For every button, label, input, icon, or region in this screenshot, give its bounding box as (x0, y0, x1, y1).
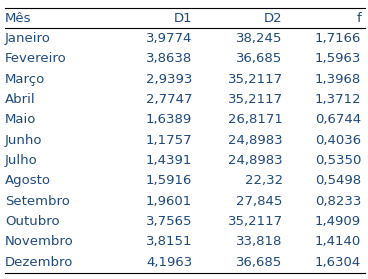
Text: Março: Março (5, 73, 45, 86)
Text: 36,685: 36,685 (236, 256, 283, 269)
Text: Outubro: Outubro (5, 215, 60, 228)
Text: 1,7166: 1,7166 (315, 32, 361, 45)
Text: D1: D1 (174, 12, 192, 25)
Text: 35,2117: 35,2117 (227, 215, 283, 228)
Text: 3,8638: 3,8638 (146, 52, 192, 65)
Text: Junho: Junho (5, 134, 43, 147)
Text: 38,245: 38,245 (236, 32, 283, 45)
Text: 27,845: 27,845 (236, 195, 283, 208)
Text: 0,5498: 0,5498 (315, 174, 361, 187)
Text: 0,4036: 0,4036 (315, 134, 361, 147)
Text: 1,5916: 1,5916 (146, 174, 192, 187)
Text: Fevereiro: Fevereiro (5, 52, 67, 65)
Text: 0,5350: 0,5350 (315, 154, 361, 167)
Text: 1,4391: 1,4391 (146, 154, 192, 167)
Text: 1,5963: 1,5963 (315, 52, 361, 65)
Text: Agosto: Agosto (5, 174, 51, 187)
Text: Janeiro: Janeiro (5, 32, 51, 45)
Text: f: f (356, 12, 361, 25)
Text: 1,6389: 1,6389 (146, 113, 192, 126)
Text: 1,1757: 1,1757 (146, 134, 192, 147)
Text: 24,8983: 24,8983 (228, 154, 283, 167)
Text: 1,3712: 1,3712 (315, 93, 361, 106)
Text: Setembro: Setembro (5, 195, 70, 208)
Text: 2,7747: 2,7747 (146, 93, 192, 106)
Text: 1,3968: 1,3968 (315, 73, 361, 86)
Text: 35,2117: 35,2117 (227, 93, 283, 106)
Text: 1,6304: 1,6304 (315, 256, 361, 269)
Text: 3,9774: 3,9774 (146, 32, 192, 45)
Text: 22,32: 22,32 (245, 174, 283, 187)
Text: 1,4909: 1,4909 (315, 215, 361, 228)
Text: 1,9601: 1,9601 (146, 195, 192, 208)
Text: Dezembro: Dezembro (5, 256, 74, 269)
Text: D2: D2 (264, 12, 283, 25)
Text: 35,2117: 35,2117 (227, 73, 283, 86)
Text: 2,9393: 2,9393 (146, 73, 192, 86)
Text: Novembro: Novembro (5, 235, 74, 249)
Text: 0,6744: 0,6744 (315, 113, 361, 126)
Text: 3,8151: 3,8151 (146, 235, 192, 249)
Text: 3,7565: 3,7565 (146, 215, 192, 228)
Text: Abril: Abril (5, 93, 36, 106)
Text: 0,8233: 0,8233 (315, 195, 361, 208)
Text: 26,8171: 26,8171 (228, 113, 283, 126)
Text: 4,1963: 4,1963 (146, 256, 192, 269)
Text: Maio: Maio (5, 113, 36, 126)
Text: 33,818: 33,818 (236, 235, 283, 249)
Text: 1,4140: 1,4140 (315, 235, 361, 249)
Text: Mês: Mês (5, 12, 32, 25)
Text: Julho: Julho (5, 154, 38, 167)
Text: 36,685: 36,685 (236, 52, 283, 65)
Text: 24,8983: 24,8983 (228, 134, 283, 147)
